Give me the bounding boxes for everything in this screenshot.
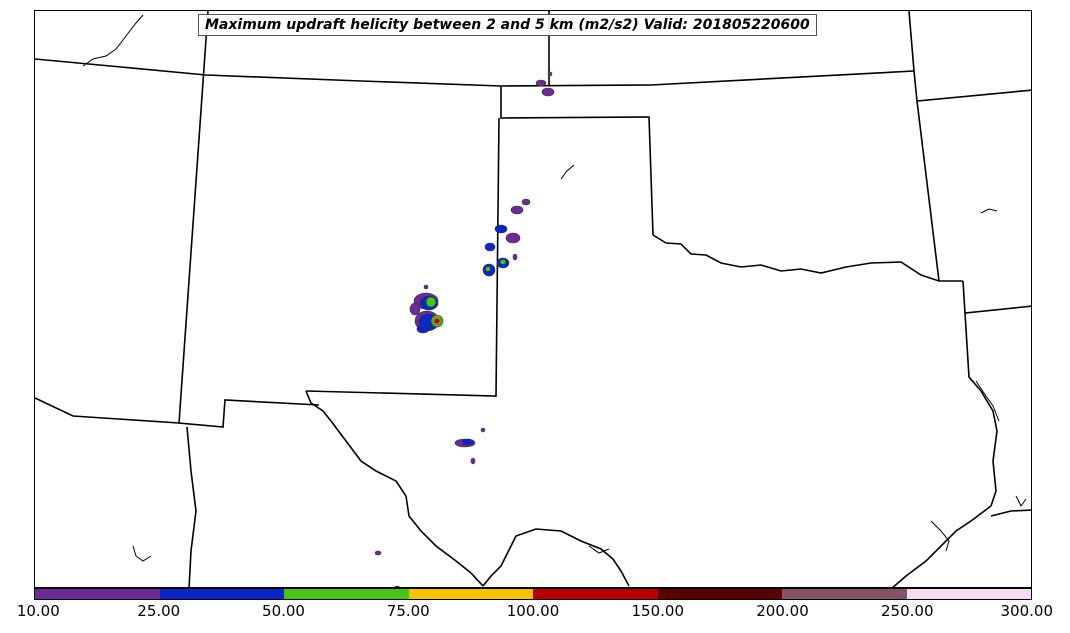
gulf-coast-east: [990, 509, 1031, 517]
helicity-cell: [541, 87, 555, 97]
helicity-contours: [374, 71, 555, 587]
border-ut-co-north: [35, 58, 915, 87]
helicity-cell: [425, 296, 437, 308]
colorbar-tick-label: 25.00: [137, 602, 181, 620]
colorbar-tick-label: 100.00: [506, 602, 560, 620]
helicity-cell: [499, 259, 507, 265]
map-canvas: [35, 11, 1031, 587]
helicity-cell: [547, 71, 553, 77]
colorbar-tick-label: 75.00: [386, 602, 430, 620]
helicity-cell: [394, 585, 400, 587]
colorbar: [34, 588, 1032, 600]
border-rio-grande: [305, 390, 484, 587]
helicity-cell: [485, 266, 491, 272]
colorbar-segment-7: [906, 589, 1031, 599]
coast-bit-7: [1015, 495, 1027, 507]
map-title: Maximum updraft helicity between 2 and 5…: [198, 14, 817, 36]
border-tx-south: [482, 528, 630, 587]
helicity-cell: [510, 205, 524, 215]
colorbar-tick-label: 250.00: [881, 602, 934, 620]
helicity-cell: [423, 284, 429, 290]
coast-bit-5: [588, 545, 610, 554]
helicity-cell: [505, 232, 521, 244]
colorbar-segment-3: [408, 589, 533, 599]
colorbar-segment-1: [159, 589, 284, 599]
helicity-cell: [416, 324, 430, 334]
colorbar-tick-label: 50.00: [262, 602, 305, 620]
helicity-cell: [535, 79, 547, 87]
helicity-cell: [434, 318, 440, 324]
border-co-ks: [500, 86, 654, 236]
coast-bit-1: [82, 14, 144, 67]
colorbar-tick-label: 10.00: [16, 602, 60, 620]
border-tx-la: [964, 312, 998, 507]
border-mo-ar: [916, 100, 940, 282]
helicity-cell: [480, 427, 486, 433]
coast-bit-6: [930, 520, 950, 552]
helicity-cell: [521, 198, 531, 206]
helicity-cell: [494, 224, 508, 234]
border-nm-tx-east: [305, 117, 500, 397]
border-ca-baja: [186, 426, 197, 587]
helicity-cell: [409, 302, 421, 316]
helicity-cell: [512, 253, 518, 261]
helicity-cell: [484, 242, 496, 252]
helicity-cell: [374, 550, 382, 556]
colorbar-segment-2: [284, 589, 409, 599]
border-ne-east: [908, 11, 1031, 102]
colorbar-tick-label: 200.00: [756, 602, 809, 620]
border-ar-la: [962, 280, 1031, 314]
border-red-river: [652, 234, 963, 282]
helicity-cell: [470, 457, 476, 465]
colorbar-segment-0: [35, 589, 160, 599]
map-panel: [34, 10, 1032, 588]
coast-bit-4: [980, 208, 998, 214]
colorbar-tick-label: 150.00: [631, 602, 685, 620]
colorbar-segment-5: [657, 589, 782, 599]
colorbar-tick-label: 300.00: [1000, 602, 1054, 620]
colorbar-segment-4: [533, 589, 658, 599]
coast-bit-2: [132, 545, 152, 562]
gulf-coast: [892, 505, 992, 587]
coast-bit-8: [975, 380, 1000, 422]
coast-bit-3: [560, 164, 575, 180]
helicity-cell: [461, 438, 475, 446]
colorbar-segment-6: [782, 589, 907, 599]
border-az-nm: [178, 11, 320, 428]
border-ca-az: [35, 397, 180, 424]
state-borders: [35, 11, 1031, 587]
